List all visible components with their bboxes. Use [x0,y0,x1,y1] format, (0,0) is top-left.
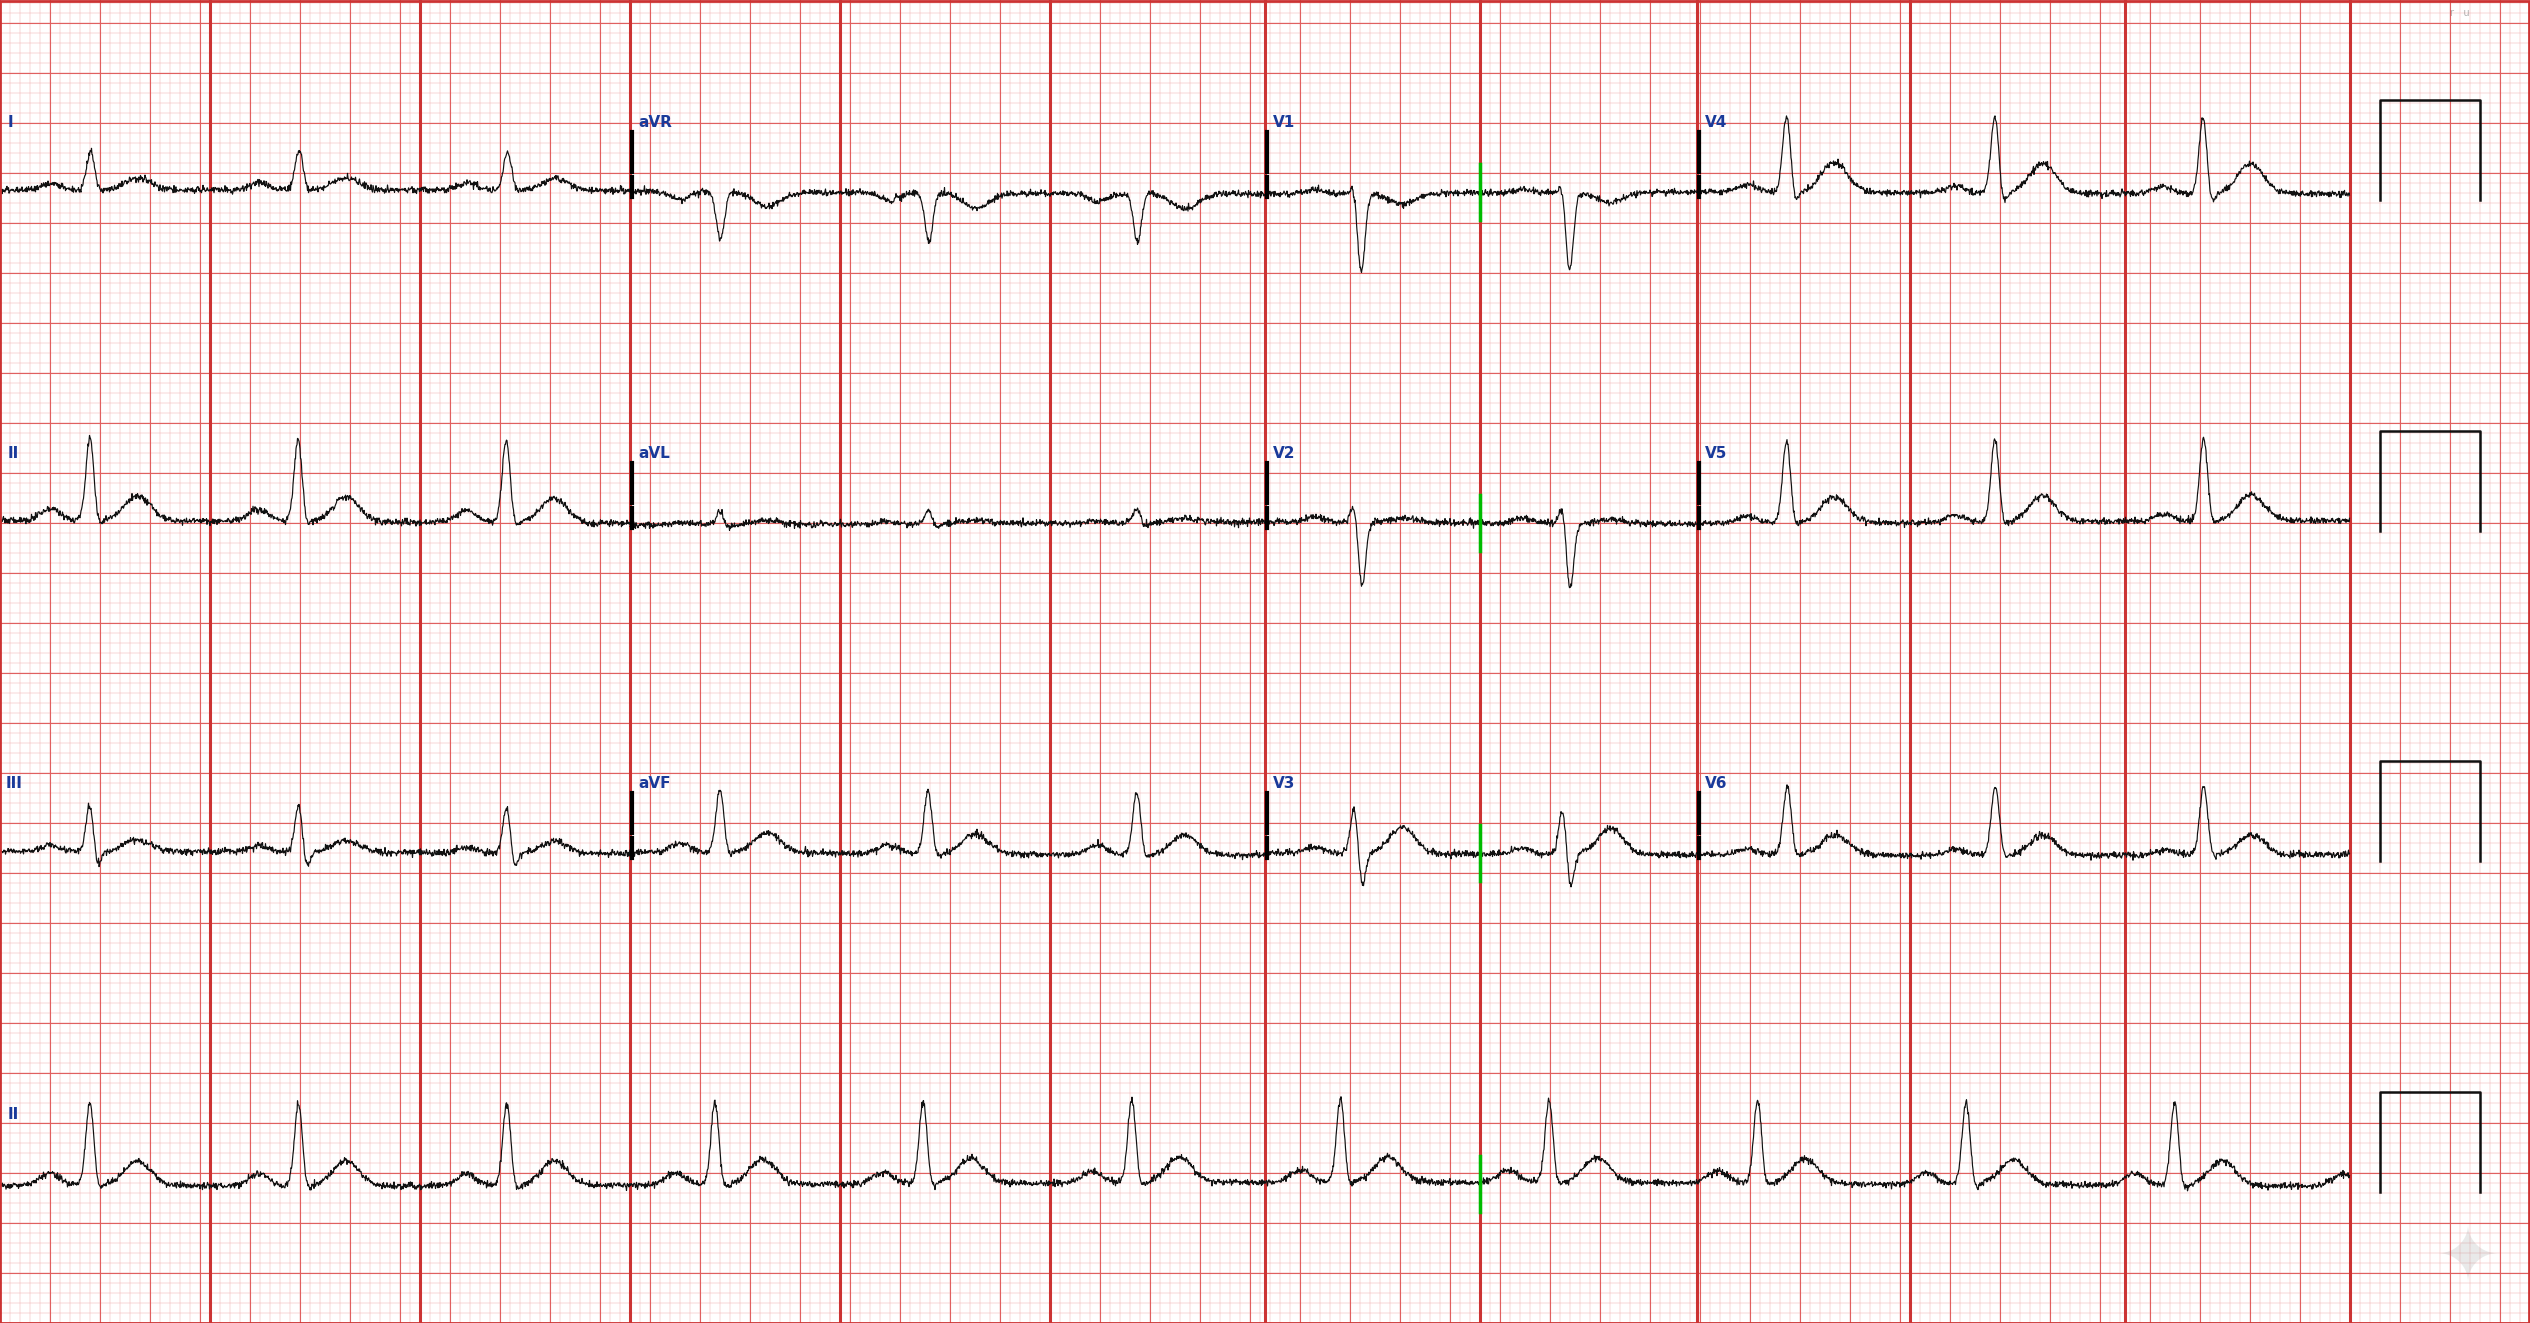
Text: V1: V1 [1273,115,1295,130]
Text: aVL: aVL [638,446,670,460]
Text: r   u: r u [2452,8,2469,19]
Text: V2: V2 [1273,446,1295,460]
Text: V5: V5 [1705,446,1728,460]
Text: aVR: aVR [638,115,673,130]
Text: V3: V3 [1273,777,1295,791]
Text: III: III [5,777,23,791]
Text: V4: V4 [1705,115,1728,130]
Text: V6: V6 [1705,777,1728,791]
Text: I: I [8,115,13,130]
Text: ✦: ✦ [2436,1224,2500,1298]
Text: II: II [8,446,20,460]
Text: II: II [8,1107,20,1122]
Text: aVF: aVF [638,777,670,791]
